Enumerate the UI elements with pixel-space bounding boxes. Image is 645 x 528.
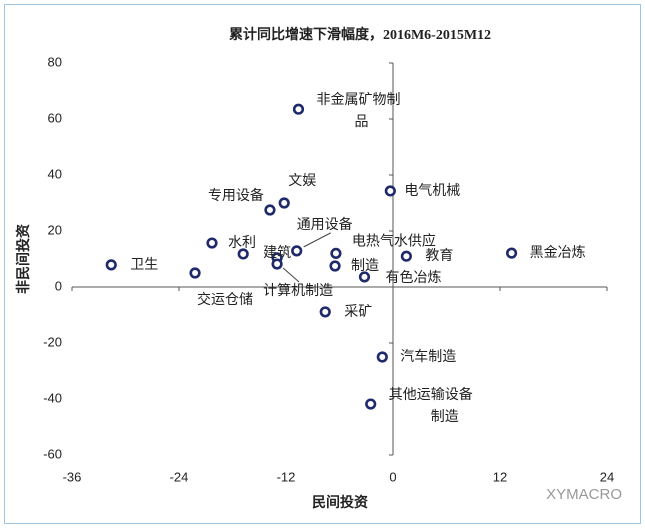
point-label: 制造: [431, 409, 459, 425]
point: [319, 306, 331, 318]
leader-line: [303, 232, 331, 248]
point-label: 非金属矿物制: [316, 92, 400, 108]
point-label: 交运仓储: [197, 291, 253, 308]
point-label: 教育: [425, 248, 453, 264]
watermark: XYMACRO: [546, 486, 622, 503]
point-label: 汽车制造: [400, 348, 456, 365]
point: [505, 247, 518, 259]
y-tick-label: 20: [48, 222, 62, 237]
point: [291, 245, 303, 257]
x-tick-label: -36: [63, 469, 82, 484]
leader-line: [282, 267, 300, 283]
y-tick-label: 80: [48, 54, 62, 69]
point: [365, 398, 377, 410]
y-axis-label: 非民间投资: [15, 224, 32, 294]
point-label: 专用设备: [208, 187, 264, 204]
x-axis-label: 民间投资: [312, 494, 368, 511]
x-tick-label: -12: [277, 469, 296, 484]
x-tick-label: 24: [600, 469, 614, 484]
point-label: 黑金冶炼: [530, 245, 586, 261]
point: [237, 248, 249, 260]
point-label: 水利: [228, 235, 256, 251]
point: [330, 247, 342, 259]
y-tick-label: 0: [55, 278, 62, 293]
point-label: 品: [354, 114, 368, 130]
x-tick-label: -24: [170, 469, 189, 484]
point: [189, 267, 201, 279]
point-label: 计算机制造: [263, 283, 333, 299]
x-tick-label: 0: [389, 469, 396, 484]
point: [271, 258, 283, 270]
point: [358, 271, 371, 283]
point-label: 制造: [351, 258, 379, 274]
point: [105, 259, 117, 271]
point-label: 有色冶炼: [385, 269, 441, 286]
point: [206, 237, 218, 249]
point: [292, 103, 305, 115]
point: [400, 250, 412, 262]
point: [384, 185, 396, 197]
point-label: 建筑: [263, 245, 291, 261]
point: [278, 197, 290, 209]
chart-title: 累计同比增速下滑幅度，2016M6-2015M12: [229, 26, 491, 43]
point-label: 采矿: [344, 304, 372, 320]
frame: [4, 4, 641, 524]
point: [264, 204, 276, 216]
point: [329, 260, 341, 272]
point: [376, 351, 388, 363]
point-label: 卫生: [130, 257, 158, 273]
point-label: 电热气水供应: [352, 232, 436, 249]
y-tick-label: -40: [43, 390, 62, 405]
point-label: 电气机械: [404, 183, 460, 199]
point-label: 其他运输设备: [389, 386, 473, 403]
point-label: 文娱: [288, 173, 316, 189]
y-tick-label: 60: [48, 110, 62, 125]
y-tick-label: -60: [43, 446, 62, 461]
point-label: 通用设备: [297, 216, 353, 233]
x-tick-label: 12: [493, 469, 507, 484]
y-tick-label: -20: [43, 334, 62, 349]
y-tick-label: 40: [48, 166, 62, 181]
